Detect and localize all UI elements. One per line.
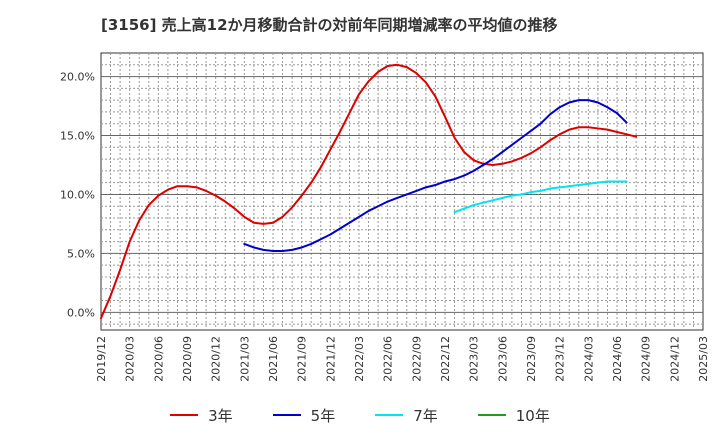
legend-label: 5年 xyxy=(310,406,336,425)
legend-label: 10年 xyxy=(515,406,550,425)
series-line xyxy=(453,180,628,214)
y-tick-label: 10.0% xyxy=(60,188,95,201)
x-tick-label: 2025/03 xyxy=(697,336,710,382)
legend-swatch xyxy=(272,414,301,416)
x-tick-label: 2021/09 xyxy=(296,336,309,382)
legend-item: 7年 xyxy=(375,405,438,426)
series-line xyxy=(100,63,638,320)
x-tick-label: 2023/03 xyxy=(468,336,481,382)
x-tick-label: 2022/12 xyxy=(439,336,452,382)
legend-item: 5年 xyxy=(272,405,336,426)
x-tick-label: 2021/03 xyxy=(238,336,251,382)
x-tick-label: 2020/03 xyxy=(124,336,137,382)
x-tick-label: 2022/03 xyxy=(353,336,366,382)
x-tick-label: 2023/09 xyxy=(525,336,538,382)
x-tick-label: 2019/12 xyxy=(95,336,108,382)
x-tick-label: 2023/06 xyxy=(496,336,509,382)
x-tick-label: 2024/06 xyxy=(611,336,624,382)
y-tick-label: 0.0% xyxy=(67,306,95,319)
legend-item: 10年 xyxy=(477,405,550,426)
x-tick-label: 2020/12 xyxy=(210,336,223,382)
plot-area xyxy=(100,52,704,331)
legend-label: 7年 xyxy=(413,406,438,425)
y-tick-label: 20.0% xyxy=(60,71,95,84)
x-tick-label: 2020/09 xyxy=(181,336,194,382)
legend-item: 3年 xyxy=(170,405,233,426)
x-tick-label: 2022/06 xyxy=(382,336,395,382)
x-tick-label: 2024/09 xyxy=(640,336,653,382)
chart-title: [3156] 売上高12か月移動合計の対前年同期増減率の平均値の推移 xyxy=(101,16,558,34)
legend-swatch xyxy=(170,414,199,416)
x-axis: 2019/12 2020/03 2020/06 2020/09 2020/12 2021/… xyxy=(95,336,710,382)
series-line xyxy=(243,99,628,253)
legend: 3年 5年 7年 10年 xyxy=(0,400,720,430)
y-tick-label: 15.0% xyxy=(60,130,95,143)
x-tick-label: 2021/12 xyxy=(324,336,337,382)
series-lines xyxy=(100,63,638,320)
legend-swatch xyxy=(375,414,404,416)
legend-swatch xyxy=(477,414,506,416)
y-axis: 0.0% 5.0% 10.0% 15.0% 20.0% xyxy=(60,71,95,320)
x-tick-label: 2023/12 xyxy=(554,336,567,382)
grid-lines xyxy=(101,53,703,330)
x-tick-label: 2020/06 xyxy=(152,336,165,382)
x-tick-label: 2022/09 xyxy=(410,336,423,382)
y-tick-label: 5.0% xyxy=(67,247,95,260)
x-tick-label: 2024/03 xyxy=(582,336,595,382)
x-tick-label: 2024/12 xyxy=(668,336,681,382)
legend-label: 3年 xyxy=(208,406,233,425)
x-tick-label: 2021/06 xyxy=(267,336,280,382)
